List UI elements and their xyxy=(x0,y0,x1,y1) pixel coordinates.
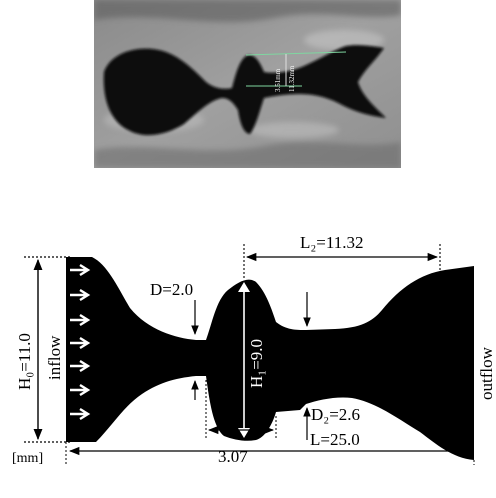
outflow-label: outflow xyxy=(477,346,496,400)
medical-image: 3.51mm 11.32mm xyxy=(94,0,401,168)
inflow-arrows xyxy=(70,263,91,421)
measure-label-long: 11.32mm xyxy=(288,65,296,92)
medical-image-panel: 3.51mm 11.32mm xyxy=(94,0,401,168)
inflow-arrow-icon xyxy=(70,359,91,373)
vessel-lumen xyxy=(103,45,387,136)
measure-label-short: 3.51mm xyxy=(274,68,282,92)
vessel-shape xyxy=(66,257,474,460)
l-label: L=25.0 xyxy=(310,430,360,449)
h1-arrow-up-icon xyxy=(238,282,250,292)
unit-label: [mm] xyxy=(12,451,43,466)
vessel-schematic-panel: H₀=11.0 inflow D=2.0 L₂=11.32 H₁=9.0 D₂=… xyxy=(0,230,496,493)
inflow-arrow-icon xyxy=(70,407,91,421)
inflow-arrow-icon xyxy=(70,313,91,327)
vessel-schematic: H₀=11.0 inflow D=2.0 L₂=11.32 H₁=9.0 D₂=… xyxy=(12,233,496,466)
inflow-arrow-icon xyxy=(70,288,91,302)
d-label: D=2.0 xyxy=(150,280,193,299)
width-label: 3.07 xyxy=(218,447,248,466)
l2-label: L₂=11.32 xyxy=(300,233,364,252)
inflow-arrow-icon xyxy=(70,263,91,277)
d2-label: D₂=2.6 xyxy=(311,405,360,424)
inflow-label: inflow xyxy=(45,335,64,380)
h0-label: H₀=11.0 xyxy=(15,333,34,390)
inflow-arrow-icon xyxy=(70,383,91,397)
inflow-arrow-icon xyxy=(70,336,91,350)
h1-label: H₁=9.0 xyxy=(247,339,266,388)
measure-line-top xyxy=(245,51,347,56)
